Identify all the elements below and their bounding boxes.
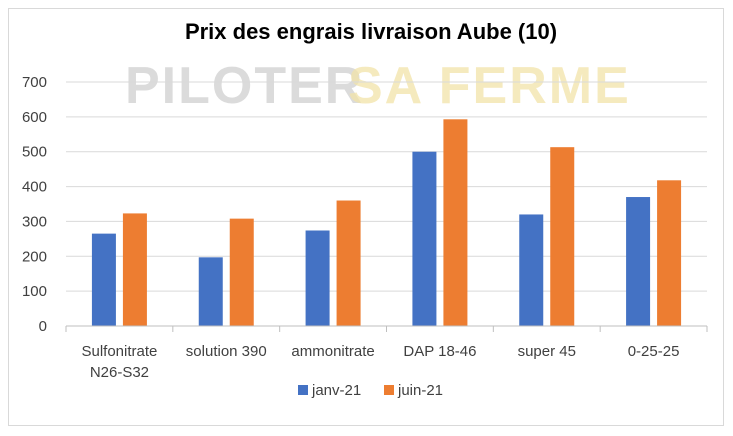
y-tick-label: 300 (22, 213, 47, 230)
bar-janv-21-5 (626, 197, 651, 326)
y-tick-label: 400 (22, 179, 47, 196)
bar-janv-21-0 (91, 233, 116, 326)
y-tick-label: 700 (22, 74, 47, 91)
bar-juin-21-4 (550, 147, 575, 326)
watermark-part2: SA FERME (348, 57, 631, 115)
x-tick-label: Sulfonitrate (81, 343, 157, 360)
watermark: PILOTER SA FERME (125, 57, 631, 115)
x-axis: Sulfonitrate N26-S32 solution 390 ammonitra… (65, 325, 708, 381)
y-tick-label: 600 (22, 109, 47, 126)
bar-juin-21-2 (336, 200, 361, 326)
legend-label: janv-21 (311, 382, 361, 399)
y-tick-label: 500 (22, 144, 47, 161)
y-tick-label: 200 (22, 248, 47, 265)
x-tick-label: DAP 18-46 (403, 343, 476, 360)
bar-juin-21-1 (229, 218, 254, 326)
bars (91, 119, 682, 326)
bar-juin-21-5 (657, 180, 682, 326)
gridlines (66, 81, 707, 292)
bar-juin-21-3 (443, 119, 468, 326)
x-tick-label: super 45 (518, 343, 576, 360)
y-tick-label: 100 (22, 283, 47, 300)
legend-label: juin-21 (397, 382, 443, 399)
y-axis: 0 100 200 300 400 500 600 700 (22, 74, 47, 335)
bar-janv-21-1 (198, 257, 223, 326)
bar-janv-21-3 (412, 151, 437, 326)
x-tick-label: ammonitrate (291, 343, 374, 360)
legend-swatch-juin-21 (384, 385, 394, 395)
bar-janv-21-2 (305, 230, 330, 326)
chart-title: Prix des engrais livraison Aube (10) (185, 19, 557, 44)
legend-swatch-janv-21 (298, 385, 308, 395)
y-tick-label: 0 (39, 318, 47, 335)
x-tick-label: solution 390 (186, 343, 267, 360)
x-tick-label: N26-S32 (90, 364, 149, 381)
watermark-part1: PILOTER (125, 57, 364, 115)
x-tick-label: 0-25-25 (628, 343, 680, 360)
legend: janv-21 juin-21 (298, 382, 443, 399)
bar-juin-21-0 (122, 213, 147, 326)
bar-janv-21-4 (519, 214, 544, 326)
